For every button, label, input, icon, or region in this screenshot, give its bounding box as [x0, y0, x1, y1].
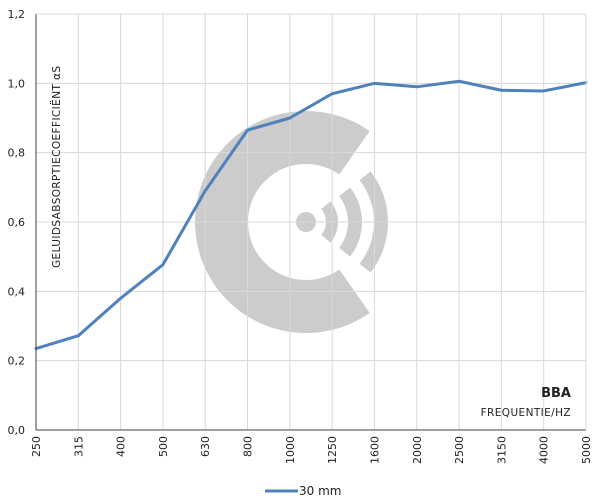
- y-tick-label: 1,0: [8, 77, 26, 90]
- legend-label: 30 mm: [299, 484, 341, 498]
- x-tick-label: 800: [242, 436, 255, 457]
- y-axis-label: GELUIDSABSORPTIECOEFFICIËNT αS: [50, 66, 63, 268]
- x-tick-label: 400: [115, 436, 128, 457]
- y-tick-label: 0,8: [8, 147, 26, 160]
- x-tick-labels: 250 315 400 500 630 800 1000 1250 1600 2000 2500 31…: [30, 436, 593, 464]
- y-tick-label: 0,2: [8, 355, 26, 368]
- x-axis-label: FREQUENTIE/HZ: [481, 407, 571, 419]
- plot-series: [34, 79, 588, 351]
- x-tick-label: 3150: [495, 436, 508, 464]
- x-tick-label: 4000: [538, 436, 551, 464]
- y-tick-label: 0,6: [8, 216, 26, 229]
- watermark-wave-outer: [359, 171, 388, 273]
- grid: [36, 13, 586, 430]
- y-tick-label: 1,2: [8, 8, 26, 21]
- brand-label: BBA: [541, 386, 571, 401]
- y-tick-labels: 0,0 0,2 0,4 0,6 0,8 1,0 1,2: [8, 8, 26, 437]
- x-tick-label: 1000: [284, 436, 297, 464]
- y-tick-label: 0,4: [8, 285, 26, 298]
- x-tick-label: 315: [72, 436, 85, 457]
- x-tick-label: 500: [157, 436, 170, 457]
- x-tick-label: 250: [30, 436, 43, 457]
- axes: [35, 13, 587, 431]
- x-tick-label: 1250: [326, 436, 339, 464]
- x-tick-label: 630: [199, 436, 212, 457]
- legend: 30 mm: [265, 484, 341, 498]
- x-tick-label: 1600: [368, 436, 381, 464]
- x-tick-label: 2000: [411, 436, 424, 464]
- watermark-ring: [195, 111, 370, 334]
- y-tick-label: 0,0: [8, 424, 26, 437]
- x-tick-label: 5000: [580, 436, 593, 464]
- x-tick-label: 2500: [453, 436, 466, 464]
- series-line: [34, 79, 588, 351]
